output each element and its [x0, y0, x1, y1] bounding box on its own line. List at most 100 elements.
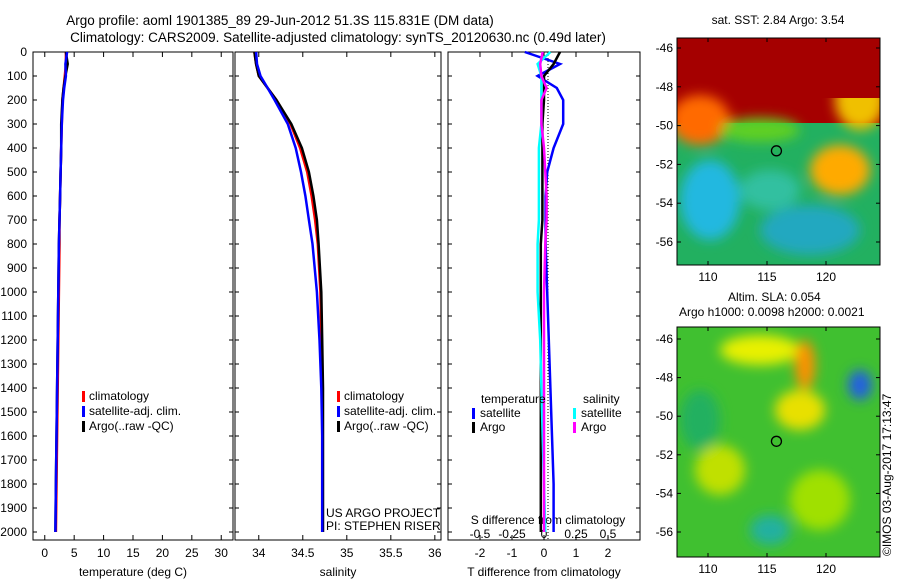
x2-tick-label: 0 — [541, 527, 548, 541]
x-tick-label: 36 — [428, 546, 442, 560]
y-tick-label: 1900 — [0, 501, 27, 515]
y-tick-label: 1400 — [0, 381, 27, 395]
argo-location-marker — [770, 435, 783, 447]
y-tick-label: 1800 — [0, 477, 27, 491]
x-axis-label: T difference from climatology — [467, 565, 621, 579]
x-tick-label: 35 — [340, 546, 354, 560]
x2-tick-label: -0.5 — [470, 527, 491, 541]
x-tick-label: 0 — [41, 546, 48, 560]
lon-tick-label: 115 — [757, 270, 776, 284]
legend-label: climatology — [344, 389, 404, 403]
legend-title: salinity — [583, 392, 620, 406]
y-tick-label: 100 — [7, 69, 27, 83]
legend-swatch — [472, 422, 475, 433]
project-label: US ARGO PROJECT — [326, 506, 441, 520]
x-tick-label: -1 — [507, 546, 518, 560]
legend-swatch — [472, 408, 475, 419]
lat-tick-label: -56 — [656, 525, 674, 539]
legend-label: satellite — [480, 406, 521, 420]
series-line-satellite — [254, 51, 324, 532]
x-tick-label: -2 — [475, 546, 486, 560]
y-tick-label: 1600 — [0, 429, 27, 443]
legend-swatch — [337, 421, 340, 432]
x-tick-label: 1 — [573, 546, 580, 560]
legend-swatch — [82, 391, 85, 402]
lat-tick-label: -46 — [656, 41, 674, 55]
y-tick-label: 500 — [7, 165, 27, 179]
legend-label: Argo — [581, 420, 607, 434]
x-tick-label: 34 — [252, 546, 266, 560]
lat-tick-label: -52 — [656, 448, 674, 462]
x-tick-label: 25 — [185, 546, 199, 560]
y-tick-label: 700 — [7, 213, 27, 227]
y-tick-label: 600 — [7, 189, 27, 203]
x-tick-label: 15 — [126, 546, 140, 560]
series-line-sal_satellite — [536, 51, 552, 533]
x-tick-label: 0 — [541, 546, 548, 560]
y-tick-label: 1500 — [0, 405, 27, 419]
lat-tick-label: -54 — [656, 486, 674, 500]
lat-tick-label: -48 — [656, 371, 674, 385]
imos-credit: ©IMOS 03-Aug-2017 17:13:47 — [880, 393, 894, 556]
y-tick-label: 0 — [20, 45, 27, 59]
title-line-2: Climatology: CARS2009. Satellite-adjuste… — [70, 30, 606, 45]
lat-tick-label: -50 — [656, 119, 674, 133]
legend-swatch — [573, 408, 576, 419]
lon-tick-label: 115 — [757, 562, 776, 576]
legend-label: climatology — [89, 389, 149, 403]
x-tick-label: 35.5 — [379, 546, 403, 560]
y-tick-label: 300 — [7, 117, 27, 131]
lat-tick-label: -50 — [656, 409, 674, 423]
x2-tick-label: -0.25 — [498, 527, 526, 541]
x-tick-label: 30 — [215, 546, 229, 560]
y-tick-label: 2000 — [0, 525, 27, 539]
y-tick-label: 1100 — [1, 309, 27, 323]
lon-tick-label: 120 — [816, 562, 836, 576]
legend-label: Argo — [480, 420, 506, 434]
x-tick-label: 2 — [605, 546, 612, 560]
difference-panel: -2 -1 0 1 2 T difference from climatology -0.5… — [447, 50, 641, 579]
sst-map: sat. SST: 2.84 Argo: 3.54 110 115 120 -46 -4… — [656, 13, 881, 284]
lon-tick-label: 110 — [698, 562, 717, 576]
lat-tick-label: -46 — [656, 332, 674, 346]
y-tick-label: 1200 — [0, 333, 27, 347]
salinity-panel: 34 34.5 35 35.5 36 salinity climatologysatelli… — [234, 51, 442, 579]
lon-tick-label: 120 — [816, 270, 836, 284]
legend-label: satellite-adj. clim. — [344, 404, 436, 418]
y-tick-label: 1700 — [0, 453, 27, 467]
pi-label: PI: STEPHEN RISER — [326, 519, 441, 533]
sla-title: Altim. SLA: 0.054 — [728, 290, 821, 304]
series-line-satellite — [54, 51, 69, 533]
legend-swatch — [82, 421, 85, 432]
sla-map: Altim. SLA: 0.054 Argo h1000: 0.0098 h20… — [656, 290, 881, 576]
y-tick-label: 1300 — [0, 357, 27, 371]
y-tick-label: 1000 — [0, 285, 27, 299]
y-tick-label: 400 — [7, 141, 27, 155]
series-line-sal_argo — [538, 51, 548, 532]
x2-tick-label: 0.5 — [600, 527, 617, 541]
legend-swatch — [82, 406, 85, 417]
legend-label: Argo(..raw -QC) — [344, 419, 429, 433]
legend-title: temperature — [481, 392, 546, 406]
x-tick-label: 20 — [156, 546, 170, 560]
legend-swatch — [337, 406, 340, 417]
y-tick-label: 800 — [7, 237, 27, 251]
argo-location-marker — [770, 145, 783, 157]
x-axis-label: salinity — [320, 565, 357, 579]
lat-tick-label: -48 — [656, 80, 674, 94]
sst-map-title: sat. SST: 2.84 Argo: 3.54 — [712, 13, 845, 27]
lon-tick-label: 110 — [698, 270, 717, 284]
lat-tick-label: -54 — [656, 196, 674, 210]
lat-tick-label: -56 — [656, 235, 674, 249]
argo-height-title: Argo h1000: 0.0098 h2000: 0.0021 — [679, 305, 865, 319]
y-tick-label: 200 — [7, 93, 27, 107]
legend-label: Argo(..raw -QC) — [89, 419, 174, 433]
legend-swatch — [337, 391, 340, 402]
temperature-panel: 0100200300400500600700800900100011001200… — [0, 45, 234, 579]
lat-tick-label: -52 — [656, 157, 674, 171]
y-tick-label: 900 — [7, 261, 27, 275]
x-tick-label: 5 — [71, 546, 78, 560]
title-line-1: Argo profile: aoml 1901385_89 29-Jun-201… — [66, 13, 494, 28]
